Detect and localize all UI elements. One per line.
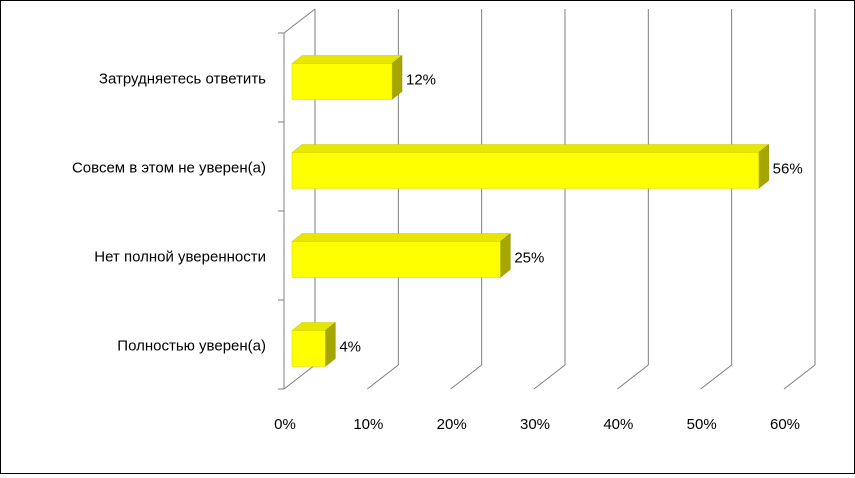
floor-gridline (617, 364, 649, 390)
bars (291, 54, 770, 368)
data-label: 12% (406, 71, 436, 88)
data-label: 4% (339, 338, 361, 355)
bar-top-face (291, 55, 403, 64)
x-tick-label: 60% (770, 416, 800, 433)
bar-side-face (500, 232, 511, 279)
x-tick-label: 20% (437, 416, 467, 433)
floor-gridline (783, 364, 816, 390)
category-labels: Полностью уверен(а) Нет полной уверенност… (72, 70, 266, 354)
bar-front-face (291, 152, 759, 189)
x-tick-label: 30% (520, 416, 550, 433)
x-tick-label: 50% (687, 416, 717, 433)
category-label: Совсем в этом не уверен(а) (72, 159, 266, 176)
data-label: 25% (514, 249, 544, 266)
bar-side-face (391, 54, 403, 101)
category-label: Полностью уверен(а) (117, 337, 266, 354)
category-axis (278, 32, 285, 390)
bar-front-face (291, 330, 326, 367)
floor-gridline (367, 364, 399, 390)
floor-gridline (283, 364, 316, 390)
bar (291, 143, 770, 190)
bar-side-face (325, 321, 336, 368)
x-tick-label: 40% (603, 416, 633, 433)
category-label: Нет полной уверенности (94, 248, 266, 265)
bar (291, 54, 403, 101)
category-label: Затрудняетесь ответить (99, 70, 266, 87)
floor-gridline (533, 364, 566, 390)
bar-front-face (291, 63, 393, 100)
x-tick-labels: 0% 10% 20% 30% 40% 50% 60% (274, 416, 800, 433)
x-tick-label: 0% (274, 416, 296, 433)
bar-top-face (291, 233, 512, 242)
bar (291, 232, 512, 279)
data-labels: 4% 25% 56% 12% (339, 71, 802, 355)
bar-side-face (758, 143, 769, 190)
wall-edge (283, 8, 316, 34)
bar (291, 321, 337, 368)
floor-gridline (450, 364, 482, 390)
bar-top-face (291, 144, 770, 153)
data-label: 56% (773, 160, 803, 177)
x-tick-label: 10% (353, 416, 383, 433)
bar-front-face (291, 241, 501, 278)
floor-gridline (700, 364, 732, 390)
